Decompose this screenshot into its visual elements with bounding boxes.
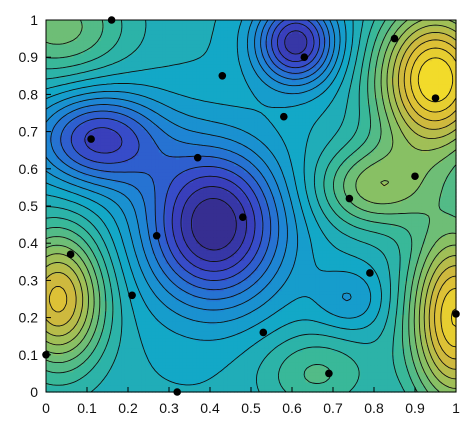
x-tick-label: 0.2 <box>118 400 138 416</box>
y-tick-label: 0.2 <box>19 310 39 326</box>
sample-point <box>193 153 202 162</box>
y-tick-label: 0 <box>30 384 38 400</box>
x-tick-label: 0.9 <box>405 400 425 416</box>
sample-point <box>239 213 247 221</box>
y-tick-label: 0.9 <box>19 49 39 65</box>
x-tick-label: 0.3 <box>159 400 179 416</box>
x-tick-label: 0.4 <box>200 400 220 416</box>
y-tick-label: 1 <box>30 12 38 28</box>
x-tick-label: 0.7 <box>323 400 343 416</box>
sample-point <box>66 250 75 259</box>
sample-point <box>128 291 136 300</box>
sample-point <box>218 72 227 80</box>
sample-point <box>300 53 309 61</box>
contour-line <box>50 19 331 300</box>
sample-point <box>87 135 95 143</box>
contour-line <box>45 19 406 393</box>
y-tick-label: 0.1 <box>19 347 39 363</box>
sample-point <box>107 16 116 24</box>
sample-point <box>152 231 161 240</box>
contour-line <box>45 19 457 393</box>
y-tick-label: 0.7 <box>19 124 39 140</box>
x-tick-label: 0.1 <box>77 400 97 416</box>
x-tick-label: 0.6 <box>282 400 302 416</box>
contour-line <box>70 19 321 281</box>
contour-line <box>45 19 372 341</box>
sample-point <box>390 34 399 43</box>
x-axis: 0 0.1 0.2 0.3 0.4 0.5 0.6 0.7 0.8 0.9 1 <box>42 387 460 416</box>
contour-line <box>84 22 315 272</box>
y-tick-label: 0.8 <box>19 86 39 102</box>
contour-line <box>190 198 237 251</box>
y-axis: 0 0.1 0.2 0.3 0.4 0.5 0.6 0.7 0.8 0.9 1 <box>19 12 51 400</box>
x-tick-label: 1 <box>452 400 460 416</box>
sample-point <box>452 310 460 318</box>
sample-point <box>259 328 268 337</box>
contour-line <box>45 19 418 393</box>
y-tick-label: 0.3 <box>19 272 39 288</box>
x-tick-label: 0.8 <box>364 400 384 416</box>
sample-point <box>173 388 181 396</box>
y-tick-label: 0.6 <box>19 161 39 177</box>
contour-line <box>45 19 382 386</box>
x-tick-label: 0.5 <box>241 400 261 416</box>
contour-line <box>45 19 336 311</box>
contour-line <box>45 19 352 324</box>
contour-line <box>45 19 457 389</box>
sample-point <box>431 94 440 102</box>
sample-point <box>345 194 354 203</box>
contour-line <box>180 30 308 262</box>
contour-line <box>417 57 457 328</box>
sample-points <box>42 16 460 396</box>
contour-line <box>410 47 457 348</box>
contour-line <box>45 31 457 370</box>
sample-point <box>366 269 374 277</box>
contour-line <box>45 19 457 393</box>
y-tick-label: 0.5 <box>19 198 39 214</box>
sample-point <box>411 172 419 181</box>
sample-point <box>42 351 50 359</box>
y-tick-label: 0.4 <box>19 235 39 251</box>
x-tick-label: 0 <box>42 400 50 416</box>
sample-point <box>325 369 333 378</box>
contour-lines <box>45 19 457 393</box>
contour-line <box>45 19 391 393</box>
sample-point <box>280 112 288 121</box>
